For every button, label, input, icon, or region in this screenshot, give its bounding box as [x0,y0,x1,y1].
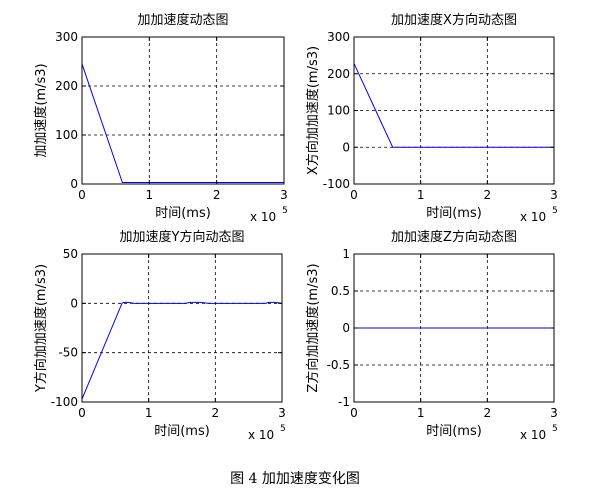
x-exponent-power: 5 [552,206,558,216]
x-tick-label: 0 [350,406,358,420]
x-tick-label: 1 [417,406,425,420]
y-tick-label: 0 [70,296,78,310]
y-tick-label: -100 [323,177,350,191]
subplot-title: 加加速度动态图 [137,12,228,28]
x-tick-label: 1 [417,188,425,202]
series-line [353,63,554,148]
y-tick-label: 0 [70,177,78,191]
y-tick-label: 200 [55,79,78,93]
x-tick-label: 1 [145,406,153,420]
subplot-title: 加加速度X方向动态图 [391,12,517,28]
y-axis-label: X方向加加速度(m/s3) [305,46,321,175]
y-tick-label: 300 [55,30,78,44]
plot-frame [81,36,285,185]
x-tick-label: 3 [278,406,286,420]
x-exponent-label: x 10 [520,428,546,442]
x-exponent-power: 5 [282,206,288,216]
x-axis-label: 时间(ms) [155,206,211,221]
y-tick-label: 50 [63,247,78,261]
x-tick-label: 2 [484,188,492,202]
plot-area [82,37,284,184]
y-tick-label: -1 [338,395,350,409]
series-line [81,63,284,184]
x-tick-label: 3 [280,188,288,202]
x-tick-label: 3 [550,188,558,202]
x-tick-label: 3 [550,406,558,420]
plot-area [82,254,282,402]
x-tick-label: 2 [212,406,220,420]
y-axis-label: Y方向加加速度(m/s3) [33,264,49,393]
x-exponent-label: x 10 [248,428,274,442]
y-tick-label: 0 [342,321,350,335]
x-exponent-power: 5 [552,424,558,434]
y-tick-label: -50 [58,346,78,360]
subplot-title: 加加速度Z方向动态图 [391,229,517,245]
x-tick-label: 0 [350,188,358,202]
y-tick-label: -100 [51,395,78,409]
x-exponent-power: 5 [280,424,286,434]
y-axis-label: 加加速度(m/s3) [33,63,49,157]
y-tick-label: 100 [55,128,78,142]
x-tick-label: 1 [146,188,154,202]
x-tick-label: 2 [213,188,221,202]
x-axis-label: 时间(ms) [426,206,482,221]
y-axis-label: Z方向加加速度(m/s3) [305,263,321,392]
y-tick-label: -0.5 [327,358,350,372]
x-tick-label: 0 [78,188,86,202]
x-exponent-label: x 10 [250,210,276,224]
y-tick-label: 300 [327,30,350,44]
figure-caption: 图 4 加加速度变化图 [230,471,360,487]
x-tick-label: 2 [484,406,492,420]
y-tick-label: 0 [342,140,350,154]
plot-frame [81,253,283,403]
plot-area [354,37,554,184]
series-line [81,301,283,400]
y-tick-label: 100 [327,104,350,118]
x-exponent-label: x 10 [520,210,546,224]
x-axis-label: 时间(ms) [426,424,482,439]
y-tick-label: 0.5 [331,284,350,298]
x-tick-label: 0 [78,406,86,420]
y-tick-label: 1 [342,247,350,261]
y-tick-label: 200 [327,67,350,81]
x-axis-label: 时间(ms) [154,424,210,439]
subplot-title: 加加速度Y方向动态图 [120,229,245,245]
